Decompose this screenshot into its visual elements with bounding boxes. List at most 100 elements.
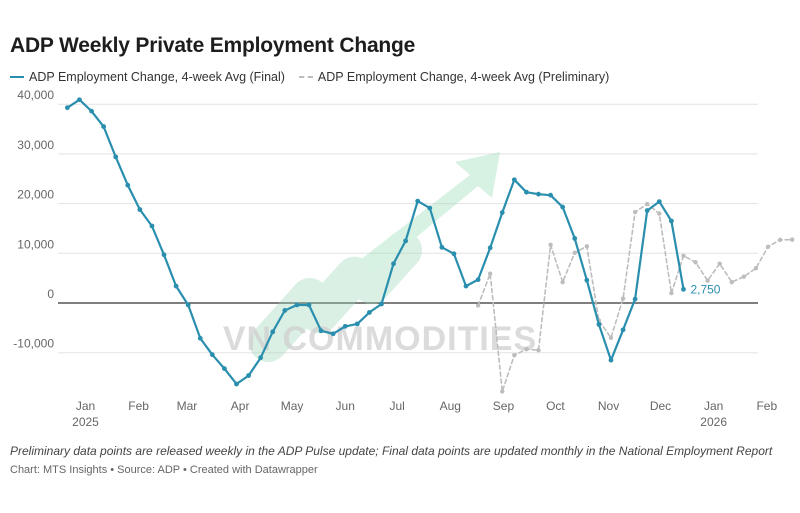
final-point — [415, 198, 421, 204]
preliminary-point — [789, 237, 795, 242]
final-point — [161, 252, 167, 258]
x-tick-label: Nov — [598, 399, 619, 413]
legend-swatch-final — [10, 76, 24, 78]
preliminary-point — [693, 260, 698, 265]
final-point — [330, 331, 336, 337]
final-point — [379, 301, 384, 307]
legend-item-final[interactable]: ADP Employment Change, 4-week Avg (Final… — [10, 70, 285, 84]
credit-line: Chart: MTS Insights • Source: ADP • Crea… — [10, 464, 318, 476]
final-point — [391, 261, 396, 267]
preliminary-point — [487, 271, 493, 276]
y-axis-ticks: 40,000 30,000 20,000 10,000 0 -10,000 — [13, 88, 54, 351]
watermark-bar-3 — [352, 231, 423, 305]
final-point — [113, 154, 119, 160]
final-point — [125, 182, 131, 188]
gridlines — [58, 103, 758, 354]
final-point — [560, 204, 566, 210]
final-point — [620, 327, 626, 333]
final-point — [427, 205, 433, 211]
final-point — [656, 199, 662, 205]
final-point — [354, 321, 360, 327]
final-point — [548, 192, 553, 198]
y-tick-label: 40,000 — [17, 88, 54, 102]
x-tick-label: Feb — [128, 399, 149, 413]
footnote: Preliminary data points are released wee… — [10, 444, 773, 458]
legend-swatch-preliminary — [298, 76, 313, 78]
final-point — [487, 245, 493, 251]
final-point — [511, 177, 517, 183]
legend: ADP Employment Change, 4-week Avg (Final… — [10, 70, 623, 84]
final-point — [475, 277, 481, 283]
final-point — [572, 235, 578, 241]
preliminary-point — [536, 348, 541, 353]
preliminary-point — [560, 279, 565, 285]
preliminary-point — [620, 296, 626, 301]
x-tick-label: Dec — [650, 399, 671, 413]
series-final — [64, 97, 686, 387]
x-tick-label: Jun — [336, 399, 355, 413]
final-point — [89, 108, 94, 114]
preliminary-point — [777, 237, 783, 243]
x-axis-ticks: Jan 2025 Feb Mar Apr May Jun Jul Aug Sep Oct Nov Dec… — [72, 399, 777, 429]
final-point — [77, 97, 82, 103]
x-tick-year-label: 2026 — [700, 415, 727, 429]
legend-item-preliminary[interactable]: ADP Employment Change, 4-week Avg (Preli… — [298, 70, 609, 84]
final-point — [439, 244, 445, 250]
preliminary-point — [741, 274, 747, 279]
preliminary-point — [608, 335, 614, 340]
y-tick-label: 30,000 — [17, 138, 54, 152]
end-labels: 2,75012,750 — [690, 282, 720, 296]
final-point — [403, 238, 409, 244]
final-point — [234, 381, 239, 387]
preliminary-point — [669, 290, 674, 296]
series-preliminary — [475, 201, 795, 394]
y-tick-label: -10,000 — [13, 337, 54, 351]
chart-title: ADP Weekly Private Employment Change — [10, 34, 416, 57]
preliminary-point — [475, 303, 481, 308]
line-chart: VN COMMODITIES 40,00030,00020,00010,0000… — [13, 88, 795, 429]
preliminary-point — [512, 352, 517, 358]
x-tick-label: Mar — [177, 399, 198, 413]
final-point — [366, 310, 372, 315]
final-point — [681, 286, 686, 292]
y-tick-label: 20,000 — [17, 188, 54, 202]
final-point — [306, 302, 312, 308]
final-point — [185, 302, 191, 308]
final-point — [644, 208, 650, 213]
final-point — [342, 323, 348, 329]
final-point — [294, 302, 300, 308]
x-tick-label: Sep — [493, 399, 515, 413]
preliminary-point — [717, 261, 722, 266]
final-point — [246, 373, 251, 378]
x-tick-year-label: 2025 — [72, 415, 99, 429]
preliminary-point — [645, 201, 650, 207]
preliminary-point — [705, 278, 710, 283]
preliminary-point — [632, 209, 638, 215]
preliminary-point — [524, 347, 529, 352]
final-point — [536, 191, 541, 197]
x-tick-label: Apr — [231, 399, 250, 413]
preliminary-point — [500, 389, 505, 394]
preliminary-point — [729, 279, 734, 285]
final-point — [64, 105, 70, 111]
final-point — [258, 355, 264, 361]
final-point — [499, 210, 505, 215]
preliminary-point — [572, 250, 577, 256]
final-point — [137, 207, 143, 212]
final-point — [149, 223, 155, 229]
final-point — [463, 283, 469, 289]
y-tick-label: 0 — [47, 287, 54, 301]
final-point — [451, 251, 457, 257]
y-tick-label: 10,000 — [17, 237, 54, 251]
preliminary-point — [753, 266, 759, 271]
watermark-arrow — [360, 152, 500, 274]
final-end-label: 2,750 — [690, 282, 720, 296]
final-point — [209, 352, 215, 358]
final-point — [197, 335, 203, 341]
final-point — [608, 357, 614, 363]
final-point — [222, 366, 227, 372]
x-tick-label: Aug — [440, 399, 461, 413]
x-tick-label: Jul — [389, 399, 404, 413]
final-point — [584, 277, 590, 283]
final-point — [632, 296, 638, 302]
